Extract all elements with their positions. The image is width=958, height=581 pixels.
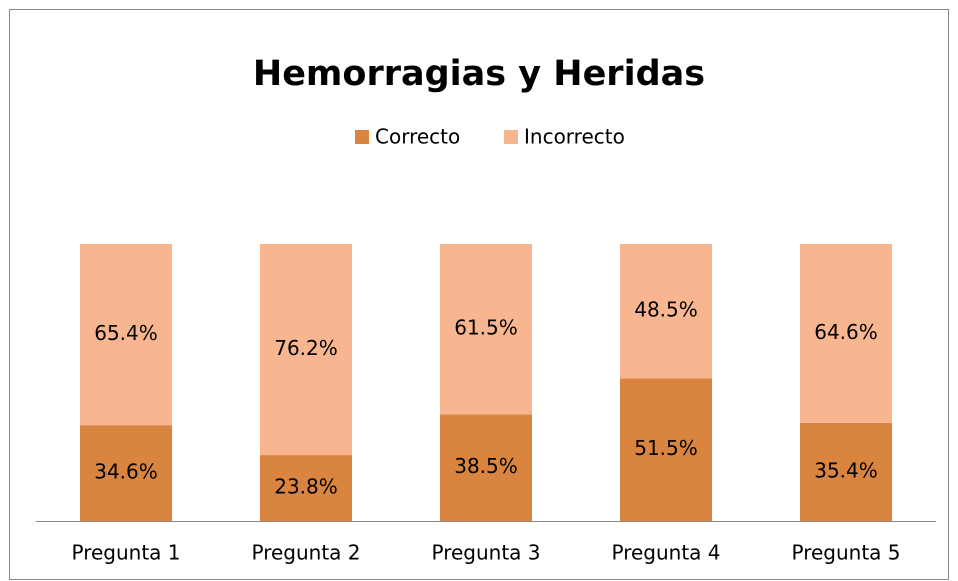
- data-label: 61.5%: [454, 316, 518, 340]
- data-label: 51.5%: [634, 436, 698, 460]
- x-tick-label: Pregunta 3: [431, 541, 540, 565]
- legend-label: Correcto: [375, 125, 460, 149]
- data-label: 48.5%: [634, 298, 698, 322]
- data-label: 76.2%: [274, 336, 338, 360]
- data-label: 35.4%: [814, 458, 878, 482]
- legend-label: Incorrecto: [524, 125, 625, 149]
- bar-segment: [80, 425, 172, 521]
- data-label: 38.5%: [454, 454, 518, 478]
- data-label: 34.6%: [94, 460, 158, 484]
- bar-segment: [260, 244, 352, 456]
- legend-swatch: [355, 130, 369, 144]
- data-label: 64.6%: [814, 320, 878, 344]
- chart-title: Hemorragias y Heridas: [253, 54, 705, 94]
- x-tick-label: Pregunta 5: [791, 541, 900, 565]
- bar-segment: [800, 244, 892, 423]
- bar-segment: [440, 244, 532, 415]
- bar-segment: [440, 414, 532, 521]
- data-label: 65.4%: [94, 321, 158, 345]
- x-tick-label: Pregunta 4: [611, 541, 720, 565]
- bar-segment: [620, 244, 712, 379]
- bar-segment: [620, 378, 712, 521]
- bar-segment: [260, 455, 352, 521]
- x-tick-label: Pregunta 1: [71, 541, 180, 565]
- bar-segment: [80, 244, 172, 426]
- legend-swatch: [504, 130, 518, 144]
- data-label: 23.8%: [274, 475, 338, 499]
- bar-segment: [800, 422, 892, 521]
- x-tick-label: Pregunta 2: [251, 541, 360, 565]
